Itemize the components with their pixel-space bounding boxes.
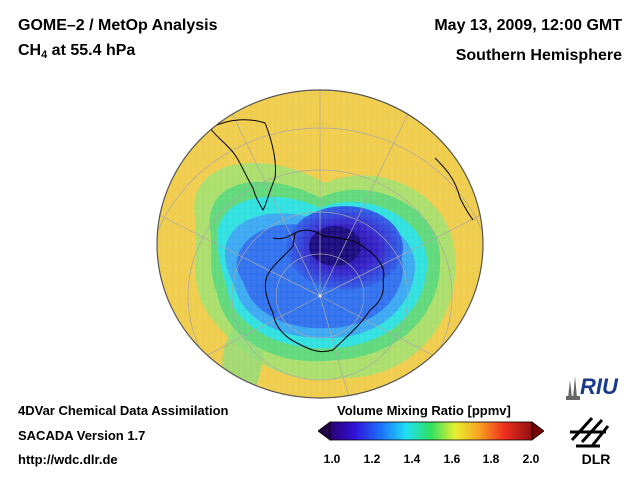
riu-logo-text: RIU <box>580 374 619 399</box>
cologne-cathedral-icon <box>566 376 580 400</box>
south-pole-marker <box>318 294 322 298</box>
colorbar-gradient <box>329 421 533 441</box>
dlr-emblem-icon <box>570 416 610 448</box>
coast-australia <box>157 367 186 375</box>
colorbar-title: Volume Mixing Ratio [ppmv] <box>337 403 511 418</box>
globe-outline <box>156 89 484 399</box>
footer-method: 4DVar Chemical Data Assimilation <box>18 403 229 418</box>
hemisphere-map <box>156 89 484 399</box>
colorbar <box>318 421 544 441</box>
species-subscript: 4 <box>41 49 48 61</box>
colorbar-tick: 1.4 <box>403 452 421 466</box>
colorbar-tick: 1.8 <box>482 452 500 466</box>
coast-antarctica <box>264 229 385 353</box>
colorbar-min-arrow <box>318 421 331 441</box>
map-title: GOME–2 / MetOp Analysis <box>18 17 218 34</box>
dlr-logo: DLR <box>570 416 611 467</box>
analysis-date: May 13, 2009, 12:00 GMT <box>434 17 622 34</box>
colorbar-tick: 1.2 <box>363 452 381 466</box>
colorbar-tick: 2.0 <box>522 452 540 466</box>
footer-version: SACADA Version 1.7 <box>18 428 146 443</box>
map-subtitle: CH4 at 55.4 hPa <box>18 42 135 61</box>
riu-logo: RIU <box>566 374 619 400</box>
coast-peninsula <box>272 232 296 240</box>
colorbar-tick: 1.6 <box>443 452 461 466</box>
pressure-level: at 55.4 hPa <box>47 42 136 59</box>
species-name: CH <box>18 42 42 59</box>
dlr-logo-text: DLR <box>582 451 611 467</box>
coast-africa <box>434 157 474 221</box>
colorbar-max-arrow <box>531 421 544 441</box>
coast-south-america <box>209 119 276 212</box>
hemisphere-label: Southern Hemisphere <box>455 47 622 64</box>
colorbar-tick: 1.0 <box>323 452 341 466</box>
footer-url[interactable]: http://wdc.dlr.de <box>18 452 118 467</box>
